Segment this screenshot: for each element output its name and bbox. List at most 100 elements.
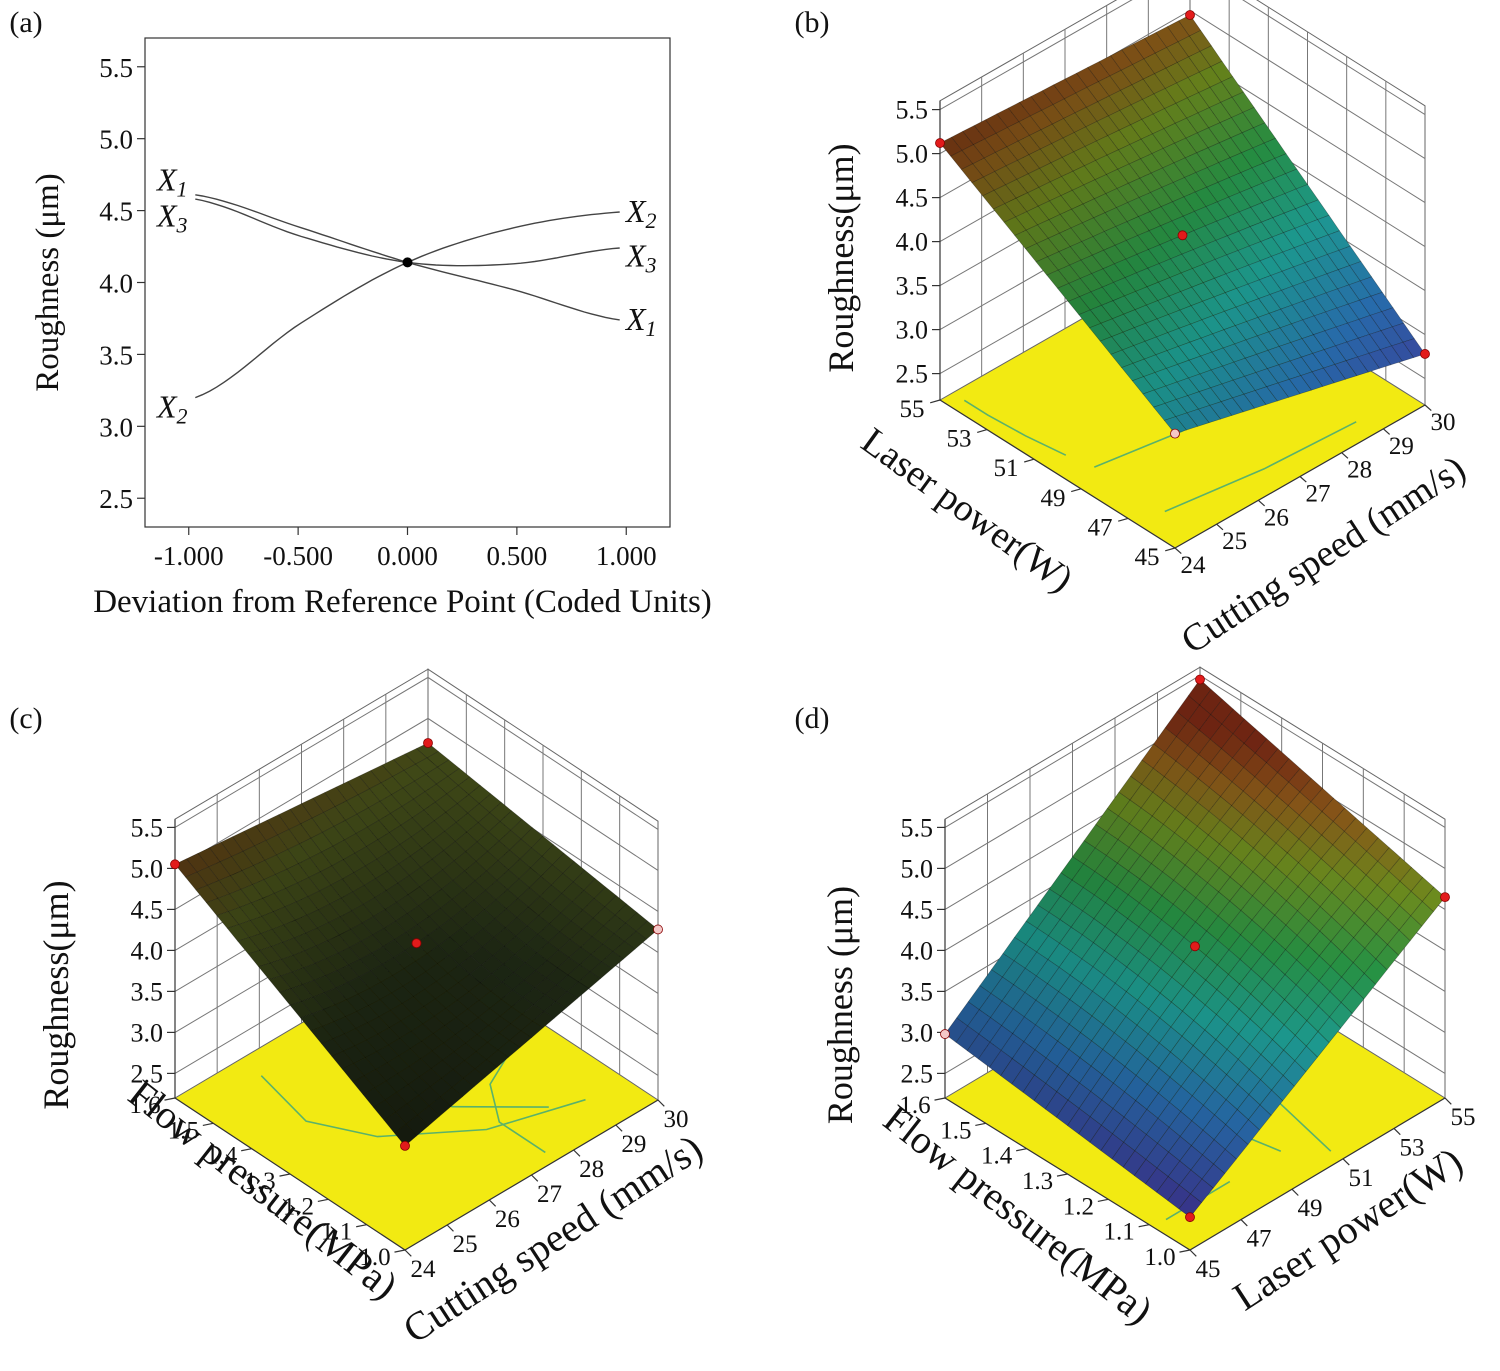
surface-cell xyxy=(463,1068,486,1088)
x-tick-label: 1.2 xyxy=(1063,1193,1094,1220)
y-tick xyxy=(446,1224,454,1232)
x-tick xyxy=(279,1173,291,1177)
series-label-right-x1-subscript: 1 xyxy=(646,316,657,341)
y-tick-label: 5.0 xyxy=(99,125,133,155)
design-point-front xyxy=(1170,428,1180,439)
x-tick xyxy=(317,1198,329,1203)
surface-cell xyxy=(394,1123,417,1147)
y-tick-label: 30 xyxy=(664,1106,689,1133)
z-tick-label: 4.5 xyxy=(131,895,164,924)
y-tick-label: 4.0 xyxy=(99,269,133,299)
y-tick-label: 30 xyxy=(1431,409,1456,436)
z-tick-label: 5.5 xyxy=(901,813,934,842)
design-point-right xyxy=(653,924,663,935)
y-tick xyxy=(404,1249,412,1257)
y-tick-label: 25 xyxy=(453,1231,478,1258)
z-tick-label: 3.5 xyxy=(896,272,929,301)
surface-cell xyxy=(1175,412,1199,431)
y-tick xyxy=(573,1149,581,1157)
y-tick-label: 3.0 xyxy=(99,412,133,442)
series-label-left-x3-subscript: 3 xyxy=(176,212,188,237)
surface-cell xyxy=(1379,345,1403,366)
surface-cell xyxy=(1190,1178,1214,1204)
z-tick-label: 3.5 xyxy=(131,977,164,1006)
y-tick xyxy=(657,1099,665,1107)
x-tick xyxy=(1097,1198,1109,1203)
x-tick-label: 45 xyxy=(1135,544,1160,571)
x-tick xyxy=(977,429,988,433)
x-tick xyxy=(1071,488,1082,493)
surface-cell xyxy=(1294,1045,1318,1073)
y-tick-label: 27 xyxy=(537,1181,562,1208)
surface-cell xyxy=(1391,341,1415,362)
series-label-right-x2: X2 xyxy=(624,193,657,233)
design-point-left xyxy=(940,1029,950,1039)
panel-d: (d) 2.5 3.0 3.5 4.0 4.5 5.0 5.5 Roughness (μm) 1.… xyxy=(795,666,1476,1333)
surface-cell xyxy=(1259,1089,1284,1116)
response-surface xyxy=(939,14,1426,434)
series-label-left-x3: X3 xyxy=(155,197,188,237)
floor-contour xyxy=(963,399,1067,456)
z-axis-title: Roughness(μm) xyxy=(821,143,861,372)
surface-cell xyxy=(1236,1119,1260,1145)
y-tick-label: 29 xyxy=(621,1131,646,1158)
y-axis-line xyxy=(1189,1097,1446,1251)
x-tick-label: 53 xyxy=(947,426,972,453)
surface-cell xyxy=(577,971,602,989)
z-tick-label: 3.0 xyxy=(896,316,929,345)
z-axis-title: Roughness (μm) xyxy=(820,886,860,1124)
reference-point xyxy=(402,257,413,268)
surface-cell xyxy=(1266,382,1290,402)
y-tick xyxy=(488,1199,497,1207)
y-tick-label: 51 xyxy=(1349,1165,1374,1192)
y-tick xyxy=(1299,476,1307,483)
z-tick-label: 5.0 xyxy=(901,854,934,883)
x-tick xyxy=(1016,1148,1027,1152)
plot-frame xyxy=(144,37,671,528)
x-tick-label: 49 xyxy=(1041,485,1066,512)
surface-cell xyxy=(1387,929,1411,956)
y-tick-label: 5.5 xyxy=(99,53,133,83)
x-tick-label: 1.0 xyxy=(1144,1244,1175,1271)
x-tick xyxy=(930,399,941,404)
surface-cell xyxy=(1163,416,1187,434)
series-label-right-x3: X3 xyxy=(624,238,657,278)
response-surface xyxy=(944,679,1446,1218)
z-tick-label: 3.0 xyxy=(131,1018,164,1047)
y-tick xyxy=(1424,404,1432,412)
x-tick-label: 55 xyxy=(900,396,925,423)
x-tick-label: 0.000 xyxy=(377,541,438,571)
y-tick xyxy=(1393,1127,1401,1136)
design-point-back xyxy=(1185,10,1195,20)
x-tick xyxy=(202,1122,214,1127)
z-tick-label: 5.5 xyxy=(131,813,164,842)
x-tick xyxy=(164,1097,176,1101)
surface-cell xyxy=(1201,1163,1226,1189)
series-label-left-x2: X2 xyxy=(155,389,188,429)
surface-cell xyxy=(1375,944,1400,971)
wall-grid-line xyxy=(939,0,1426,116)
y-tick-label: 27 xyxy=(1306,481,1331,508)
series-label-right-x2-subscript: 2 xyxy=(646,208,657,233)
x-tick xyxy=(975,1122,986,1127)
surface-cell xyxy=(566,981,590,999)
x-axis-line xyxy=(939,399,1176,549)
z-axis-title: Roughness(μm) xyxy=(36,880,76,1109)
surface-cell xyxy=(1209,401,1233,420)
design-point-front xyxy=(1185,1212,1195,1223)
design-point-back xyxy=(423,738,433,748)
y-tick-label: 53 xyxy=(1400,1134,1425,1161)
y-tick-label: 26 xyxy=(495,1206,520,1233)
x-tick-label: 1.1 xyxy=(321,1219,352,1246)
floor-contour xyxy=(1164,421,1357,513)
y-tick xyxy=(1444,1097,1452,1105)
y-tick-label: 47 xyxy=(1247,1226,1272,1253)
y-tick xyxy=(615,1124,623,1132)
panel-b: (b) 2.5 3.0 3.5 4.0 4.5 5.0 5.5 Roughness(μm) 55 5… xyxy=(795,0,1473,662)
surface-cell xyxy=(1345,356,1369,377)
panel-label-b: (b) xyxy=(795,6,830,39)
series-line-x2 xyxy=(195,211,620,399)
panel-label-c: (c) xyxy=(9,702,42,735)
y-tick-label: 4.5 xyxy=(99,197,133,227)
